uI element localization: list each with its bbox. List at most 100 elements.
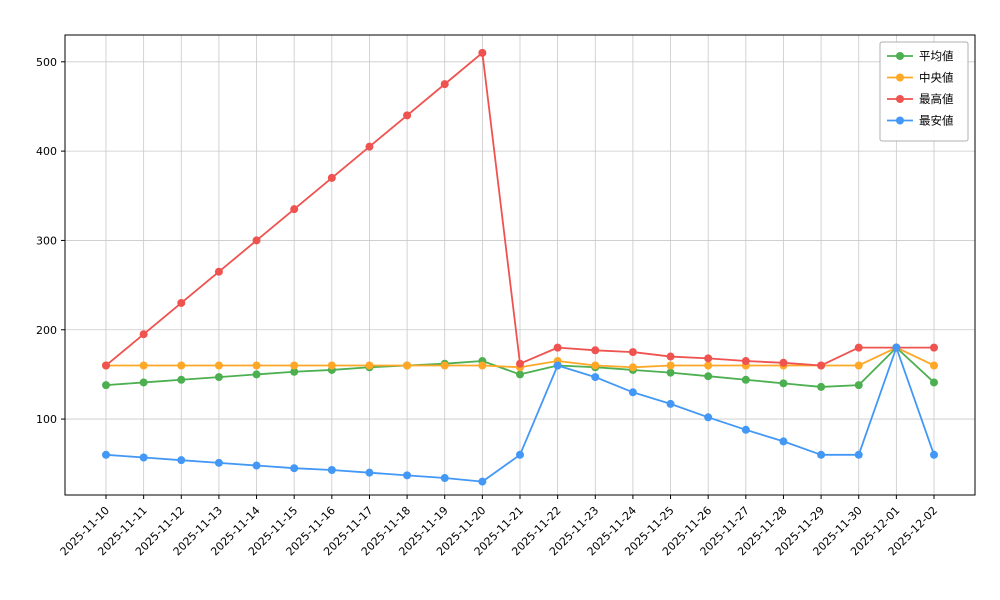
- data-point: [440, 361, 449, 370]
- data-point: [628, 388, 637, 397]
- data-point: [177, 298, 186, 307]
- data-point: [854, 361, 863, 370]
- data-point: [704, 413, 713, 422]
- data-point: [817, 361, 826, 370]
- legend-label: 中央値: [919, 71, 954, 85]
- data-point: [403, 361, 412, 370]
- series-line-2: [102, 48, 938, 370]
- data-point: [553, 361, 562, 370]
- legend-marker: [896, 95, 904, 103]
- data-point: [516, 370, 524, 379]
- data-point: [478, 361, 487, 370]
- axis-ticks: [61, 61, 935, 499]
- data-point: [854, 450, 863, 459]
- data-point: [102, 450, 110, 459]
- data-point: [177, 375, 186, 384]
- data-point: [817, 382, 826, 391]
- data-point: [591, 373, 600, 382]
- legend-item: 中央値: [887, 71, 954, 85]
- data-point: [327, 361, 336, 370]
- data-point: [666, 368, 675, 377]
- legend-label: 平均値: [919, 49, 954, 63]
- y-tick-label: 500: [36, 56, 57, 69]
- data-point: [252, 370, 261, 379]
- legend-label: 最高値: [919, 92, 954, 106]
- data-point: [440, 474, 449, 483]
- data-point: [854, 343, 863, 352]
- data-point: [930, 343, 938, 352]
- data-point: [365, 142, 374, 151]
- data-point: [666, 352, 675, 361]
- data-point: [214, 373, 223, 382]
- data-point: [553, 343, 562, 352]
- data-point: [102, 361, 110, 370]
- data-point: [930, 361, 938, 370]
- data-point: [591, 361, 600, 370]
- data-point: [704, 372, 713, 381]
- data-point: [704, 361, 713, 370]
- data-point: [139, 453, 148, 462]
- data-point: [741, 425, 750, 434]
- data-point: [930, 378, 938, 387]
- data-point: [252, 461, 261, 470]
- legend-label: 最安値: [919, 114, 954, 128]
- data-point: [290, 367, 299, 376]
- data-point: [403, 471, 412, 480]
- data-point: [327, 465, 336, 474]
- y-tick-labels: 100 200 300 400 500: [36, 56, 57, 426]
- data-point: [854, 381, 863, 390]
- data-point: [817, 450, 826, 459]
- data-point: [628, 363, 637, 372]
- data-point: [139, 330, 148, 339]
- y-tick-label: 400: [36, 145, 57, 158]
- data-point: [440, 80, 449, 89]
- data-point: [139, 361, 148, 370]
- legend-box: [879, 41, 969, 142]
- data-point: [177, 456, 186, 465]
- series-line-3: [102, 343, 938, 486]
- data-point: [252, 361, 261, 370]
- legend-item: 最安値: [887, 114, 954, 128]
- data-point: [741, 357, 750, 366]
- data-point: [177, 361, 186, 370]
- data-point: [741, 375, 750, 384]
- data-point: [666, 399, 675, 408]
- y-tick-label: 300: [36, 234, 57, 247]
- data-point: [214, 458, 223, 467]
- data-point: [290, 464, 299, 473]
- data-point: [779, 437, 788, 446]
- data-point: [930, 450, 938, 459]
- data-point: [327, 173, 336, 182]
- data-point: [365, 361, 374, 370]
- data-point: [779, 358, 788, 367]
- data-point: [290, 361, 299, 370]
- legend-item: 平均値: [887, 49, 954, 63]
- y-tick-label: 100: [36, 413, 57, 426]
- data-point: [704, 354, 713, 363]
- data-point: [666, 361, 675, 370]
- data-point: [516, 359, 524, 368]
- legend-item: 最高値: [887, 92, 954, 106]
- data-point: [102, 381, 110, 390]
- data-point: [365, 468, 374, 477]
- data-point: [403, 111, 412, 120]
- data-point: [290, 205, 299, 214]
- data-point: [892, 343, 901, 352]
- data-point: [214, 361, 223, 370]
- data-point: [779, 379, 788, 388]
- data-point: [214, 267, 223, 276]
- data-point: [478, 477, 487, 486]
- data-point: [478, 48, 487, 57]
- legend-marker: [896, 52, 904, 60]
- data-point: [516, 450, 524, 459]
- legend-marker: [896, 73, 904, 82]
- y-tick-label: 200: [36, 324, 57, 337]
- data-point: [628, 348, 637, 357]
- data-point: [591, 346, 600, 355]
- data-point: [139, 378, 148, 387]
- data-point: [252, 236, 261, 245]
- legend-marker: [896, 116, 904, 125]
